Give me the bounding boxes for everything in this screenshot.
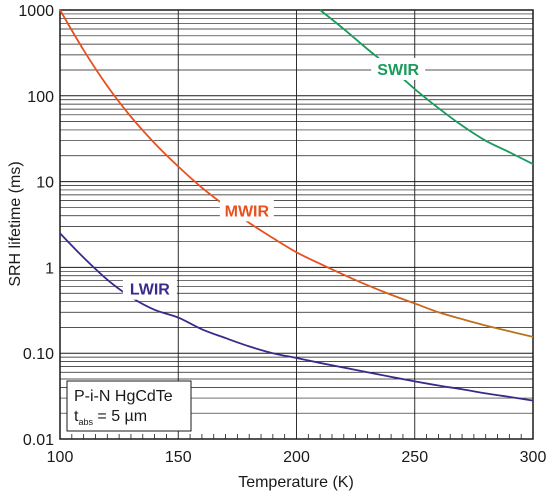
y-tick-label: 1000 — [18, 3, 54, 20]
series-label-bg — [371, 57, 426, 80]
x-tick-label: 300 — [520, 449, 547, 466]
grid-lines — [59, 10, 534, 440]
annotation-line2-main: t — [74, 408, 79, 425]
series-label-mwir: MWIR — [225, 203, 270, 220]
annotation-line2: tabs = 5 µm — [74, 408, 147, 427]
tick-labels: 100 150 200 250 300 0.01 0.10 1 10 100 1000 — [18, 3, 546, 466]
series-line-lwir — [59, 232, 534, 402]
y-tick-label: 1 — [45, 260, 54, 277]
x-tick-label: 200 — [283, 449, 310, 466]
series-label-swir: SWIR — [377, 62, 419, 79]
annotation-line2-sub: abs — [78, 417, 93, 427]
plot-frame — [59, 9, 534, 440]
y-tick-label: 100 — [27, 89, 54, 106]
x-tick-label: 250 — [401, 449, 428, 466]
y-tick-label: 0.10 — [23, 346, 54, 363]
annotation-line2-rest: = 5 µm — [93, 408, 147, 425]
x-axis-title: Temperature (K) — [238, 474, 354, 491]
series-labels: SWIR MWIR LWIR — [122, 57, 426, 300]
series-line-swir — [319, 9, 534, 165]
series-layer — [59, 9, 534, 402]
annotation-box: P-i-N HgCdTe tabs = 5 µm — [66, 380, 192, 432]
series-label-bg — [122, 277, 177, 300]
y-axis-title: SRH lifetime (ms) — [7, 161, 24, 286]
series-label-bg — [219, 199, 274, 222]
x-tick-label: 100 — [47, 449, 74, 466]
y-tick-label: 10 — [36, 175, 54, 192]
series-line-mwir — [59, 9, 534, 338]
y-tick-label: 0.01 — [23, 432, 54, 449]
x-tick-label: 150 — [165, 449, 192, 466]
series-label-lwir: LWIR — [130, 282, 170, 299]
annotation-line1: P-i-N HgCdTe — [74, 388, 173, 405]
